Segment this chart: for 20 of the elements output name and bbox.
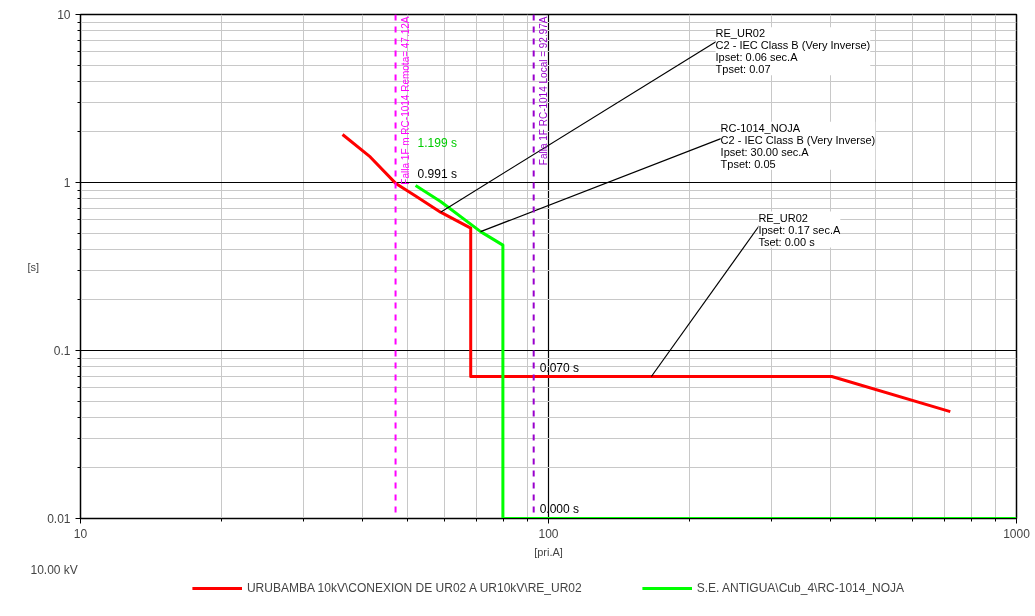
y-axis-title: [s] xyxy=(27,260,40,273)
annotation: 0.991 s xyxy=(417,167,457,182)
x-tick-label: 10 xyxy=(73,526,88,541)
y-tick-label: 0.1 xyxy=(53,344,71,358)
legend-label: S.E. ANTIGUA\Cub_4\RC-1014_NOJA xyxy=(696,581,905,595)
x-tick-label: 1000 xyxy=(1003,526,1031,541)
ref-line-label: Falla 1F m RC-1014 Remota= 47.12A xyxy=(399,16,411,185)
y-tick-label: 1 xyxy=(63,176,71,190)
text: 10.00 kV xyxy=(30,562,78,577)
annotation: RE_UR02 Ipset: 0.17 sec.A Tset: 0.00 s xyxy=(758,211,841,248)
annotation: 0.070 s xyxy=(539,360,580,375)
annotation: RE_UR02 C2 - IEC Class B (Very Inverse) Ipset: 0.06 sec.A Tpset: 0.07 xyxy=(715,27,871,76)
x-axis-title: [pri.A] xyxy=(534,545,563,558)
annotation: RC-1014_NOJA C2 - IEC Class B (Very Inverse) Ipset: 30.00 sec.A Tpset: 0.05 xyxy=(720,121,876,170)
x-tick-label: 100 xyxy=(538,526,559,541)
legend-label: URUBAMBA 10kV\CONEXION DE UR02 A UR10kV\RE_UR02 xyxy=(246,581,582,595)
y-tick-label: 0.01 xyxy=(47,512,71,526)
ref-line-label: Falla 1F RC-1014 Local = 92.97A xyxy=(537,16,549,166)
y-tick-label: 10 xyxy=(57,8,71,22)
annotation: 1.199 s xyxy=(417,136,457,151)
